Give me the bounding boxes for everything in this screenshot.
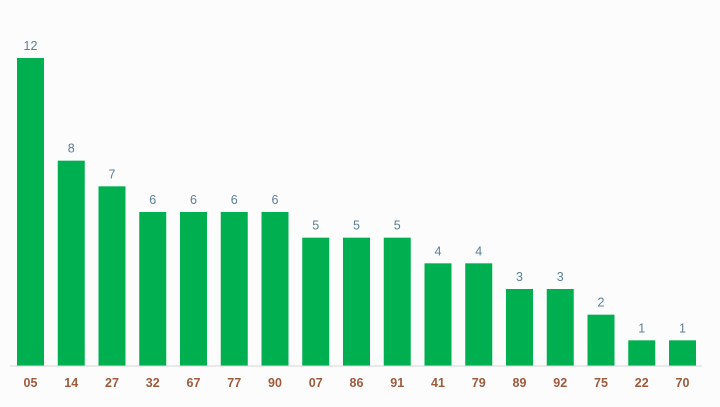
bar-value-label: 5 bbox=[353, 219, 360, 233]
category-label: 79 bbox=[472, 376, 486, 390]
bar-value-label: 6 bbox=[231, 193, 238, 207]
bar-value-label: 3 bbox=[516, 270, 523, 284]
bar-14 bbox=[57, 160, 85, 366]
category-label: 22 bbox=[635, 376, 649, 390]
bar-41 bbox=[424, 263, 452, 366]
category-label: 89 bbox=[513, 376, 527, 390]
bar-79 bbox=[465, 263, 493, 366]
category-label: 77 bbox=[227, 376, 241, 390]
bar-91 bbox=[383, 237, 411, 366]
bar-32 bbox=[139, 212, 167, 366]
bar-92 bbox=[546, 289, 574, 366]
bars-group bbox=[17, 58, 696, 366]
bar-22 bbox=[628, 340, 656, 366]
category-label: 92 bbox=[553, 376, 567, 390]
bar-value-label: 8 bbox=[68, 142, 75, 156]
bar-77 bbox=[220, 212, 248, 366]
bar-value-label: 6 bbox=[149, 193, 156, 207]
bar-75 bbox=[587, 314, 615, 366]
category-label: 91 bbox=[390, 376, 404, 390]
bar-value-label: 12 bbox=[24, 39, 38, 53]
bar-value-label: 1 bbox=[679, 321, 686, 335]
bar-value-label: 5 bbox=[394, 219, 401, 233]
category-label: 86 bbox=[350, 376, 364, 390]
bar-value-label: 6 bbox=[272, 193, 279, 207]
bar-05 bbox=[17, 58, 44, 366]
category-label: 14 bbox=[64, 376, 78, 390]
bar-value-label: 6 bbox=[190, 193, 197, 207]
category-label: 75 bbox=[594, 376, 608, 390]
category-label: 41 bbox=[431, 376, 445, 390]
bar-value-label: 7 bbox=[109, 167, 116, 181]
bar-70 bbox=[669, 340, 696, 366]
category-label: 07 bbox=[309, 376, 323, 390]
value-labels-group: 12 8 7 6 6 6 6 5 5 5 4 4 3 3 2 1 1 bbox=[24, 39, 686, 335]
category-label: 67 bbox=[187, 376, 201, 390]
bar-value-label: 5 bbox=[312, 219, 319, 233]
bar-value-label: 2 bbox=[598, 296, 605, 310]
category-label: 05 bbox=[24, 376, 38, 390]
bar-value-label: 3 bbox=[557, 270, 564, 284]
bar-86 bbox=[343, 237, 370, 366]
bar-67 bbox=[180, 212, 207, 366]
bar-07 bbox=[302, 237, 330, 366]
category-label: 32 bbox=[146, 376, 160, 390]
bar-value-label: 1 bbox=[638, 321, 645, 335]
bar-27 bbox=[98, 186, 126, 366]
category-labels-group: 05 14 27 32 67 77 90 07 86 91 41 79 89 92 75 22 70 bbox=[24, 376, 690, 390]
bar-value-label: 4 bbox=[475, 244, 482, 258]
bar-89 bbox=[506, 289, 533, 366]
category-label: 27 bbox=[105, 376, 119, 390]
bar-value-label: 4 bbox=[435, 244, 442, 258]
category-label: 70 bbox=[676, 376, 690, 390]
bar-90 bbox=[261, 212, 289, 366]
category-label: 90 bbox=[268, 376, 282, 390]
